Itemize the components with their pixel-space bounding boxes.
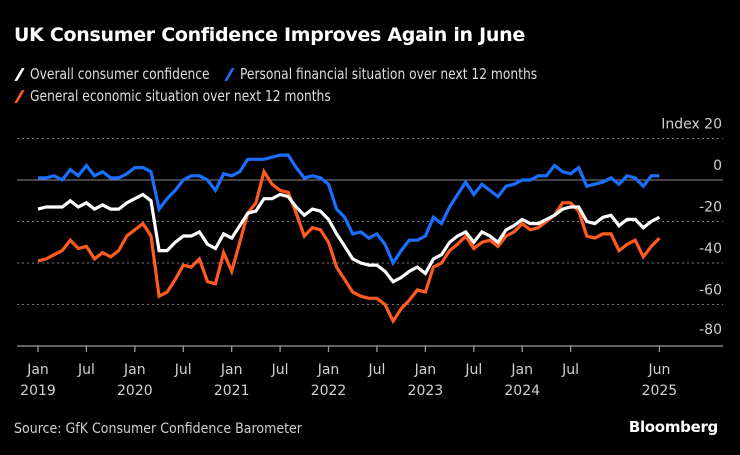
x-tick-label-year: 2022 bbox=[311, 383, 347, 399]
legend-label-overall: Overall consumer confidence bbox=[30, 65, 210, 83]
x-tick-label: Jan bbox=[220, 362, 243, 378]
legend-item-overall: Overall consumer confidence bbox=[14, 63, 234, 85]
y-tick-label: -80 bbox=[699, 322, 722, 338]
x-tick-label: Jul bbox=[174, 362, 192, 378]
x-tick-label: Jul bbox=[561, 362, 579, 378]
chart-title: UK Consumer Confidence Improves Again in… bbox=[14, 24, 525, 46]
x-tick-label-year: 2020 bbox=[117, 383, 153, 399]
x-tick-label: Jan bbox=[510, 362, 533, 378]
y-tick-label: Index 20 bbox=[661, 117, 722, 133]
x-tick-label-year: 2021 bbox=[214, 383, 250, 399]
x-tick-label: Jan bbox=[26, 362, 49, 378]
x-tick-label: Jul bbox=[77, 362, 95, 378]
x-tick-label: Jan bbox=[414, 362, 437, 378]
y-tick-label: -60 bbox=[699, 283, 722, 299]
x-tick-label-year: 2024 bbox=[504, 383, 540, 399]
y-tick-label: -20 bbox=[699, 200, 722, 216]
legend-label-personal: Personal financial situation over next 1… bbox=[240, 65, 538, 83]
x-tick-label-year: 2019 bbox=[20, 383, 56, 399]
legend-label-general: General economic situation over next 12 … bbox=[30, 87, 331, 105]
series-line-personal bbox=[38, 153, 660, 267]
x-tick-label: Jan bbox=[123, 362, 146, 378]
legend-item-personal: Personal financial situation over next 1… bbox=[224, 63, 578, 85]
series-line-general bbox=[37, 167, 661, 325]
x-tick-label-year: 2025 bbox=[642, 383, 678, 399]
x-tick-label-year: 2023 bbox=[408, 383, 444, 399]
x-tick-label: Jan bbox=[317, 362, 340, 378]
legend-item-general: General economic situation over next 12 … bbox=[14, 85, 372, 107]
x-axis: Jan 2019 Jul Jan 2020 Jul Jan 2021 Jul Jan 2022 Jul… bbox=[17, 345, 723, 399]
y-tick-label: 0 bbox=[713, 158, 722, 174]
x-tick-label: Jul bbox=[271, 362, 289, 378]
x-tick-label: Jul bbox=[464, 362, 482, 378]
series-line-overall bbox=[37, 192, 661, 284]
source-note: Source: GfK Consumer Confidence Baromete… bbox=[14, 421, 302, 437]
bloomberg-logo: Bloomberg bbox=[628, 418, 718, 436]
y-tick-label: -40 bbox=[699, 241, 722, 257]
y-axis-labels: Index 20 0 -20 -40 -60 -80 bbox=[661, 117, 722, 339]
x-tick-label: Jun bbox=[647, 362, 670, 378]
legend: Overall consumer confidence Personal fin… bbox=[14, 63, 590, 107]
x-tick-label: Jul bbox=[367, 362, 385, 378]
series-lines bbox=[37, 153, 661, 325]
